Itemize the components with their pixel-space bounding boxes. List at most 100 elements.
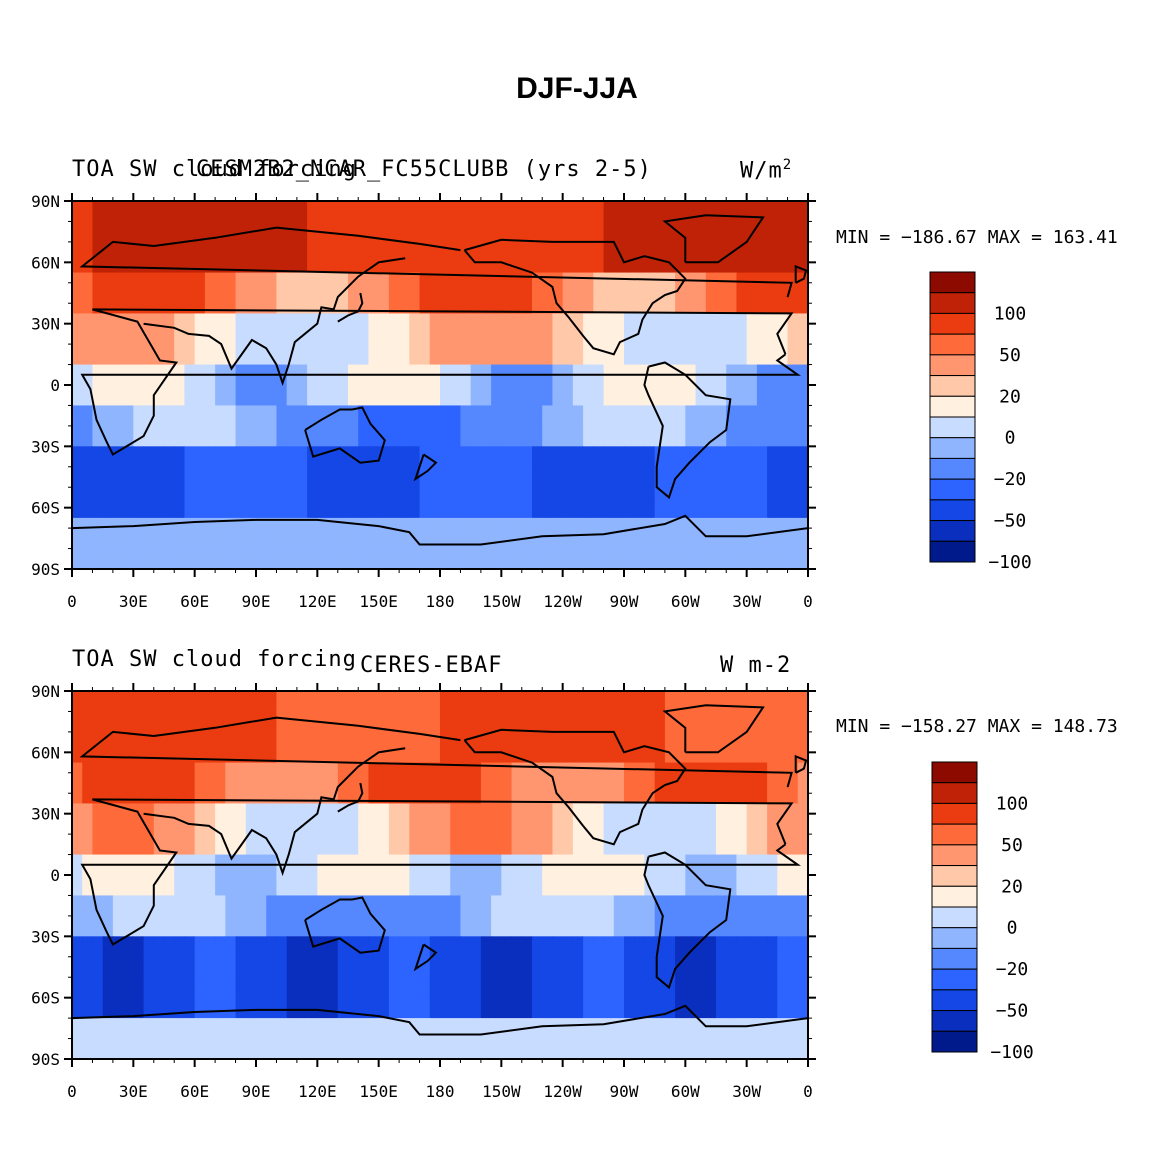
heatmap-cell: [327, 354, 339, 366]
heatmap-cell: [112, 905, 124, 917]
heatmap-cell: [245, 477, 257, 488]
heatmap-cell: [624, 231, 635, 243]
heatmap-cell: [256, 333, 267, 345]
heatmap-cell: [235, 711, 247, 723]
heatmap-cell: [235, 936, 247, 948]
heatmap-cell: [204, 997, 216, 1009]
heatmap-cell: [358, 752, 370, 764]
heatmap-cell: [511, 711, 523, 723]
heatmap-cell: [736, 303, 748, 315]
heatmap-cell: [409, 721, 421, 733]
heatmap-cell: [501, 364, 513, 376]
heatmap-cell: [511, 762, 523, 774]
heatmap-cell: [797, 885, 809, 897]
heatmap-cell: [368, 201, 380, 212]
heatmap-cell: [215, 875, 226, 886]
heatmap-cell: [532, 282, 543, 294]
heatmap-cell: [266, 936, 278, 948]
heatmap-cell: [654, 487, 666, 499]
heatmap-cell: [767, 844, 778, 856]
heatmap-cell: [82, 885, 94, 897]
heatmap-cell: [736, 282, 748, 294]
heatmap-cell: [521, 436, 533, 447]
heatmap-cell: [491, 936, 502, 948]
heatmap-cell: [184, 538, 196, 550]
heatmap-cell: [777, 477, 789, 488]
heatmap-cell: [327, 762, 339, 774]
heatmap-cell: [143, 415, 155, 427]
heatmap-cell: [409, 272, 421, 284]
heatmap-cell: [184, 711, 196, 723]
heatmap-cell: [552, 844, 564, 856]
heatmap-cell: [644, 946, 656, 958]
heatmap-cell: [440, 354, 451, 366]
heatmap-cell: [429, 875, 441, 886]
heatmap-cell: [746, 895, 758, 907]
heatmap-cell: [685, 354, 697, 366]
heatmap-cell: [685, 517, 697, 529]
heatmap-cell: [286, 497, 298, 509]
heatmap-cell: [460, 926, 472, 937]
heatmap-cell: [184, 803, 196, 815]
heatmap-cell: [644, 905, 656, 917]
heatmap-cell: [174, 395, 186, 407]
heatmap-cell: [102, 967, 114, 978]
heatmap-cell: [480, 987, 492, 999]
heatmap-cell: [153, 936, 165, 948]
heatmap-cell: [245, 221, 257, 233]
heatmap-cell: [644, 395, 656, 407]
heatmap-cell: [409, 221, 421, 233]
heatmap-cell: [440, 293, 451, 304]
heatmap-cell: [726, 466, 738, 478]
heatmap-cell: [624, 823, 635, 835]
heatmap-cell: [501, 691, 513, 702]
heatmap-cell: [756, 803, 768, 815]
heatmap-cell: [419, 405, 431, 417]
heatmap-cell: [787, 517, 799, 529]
heatmap-cell: [603, 282, 615, 294]
heatmap-cell: [440, 282, 451, 294]
heatmap-cell: [726, 303, 738, 315]
heatmap-cell: [235, 333, 247, 345]
heatmap-cell: [429, 405, 441, 417]
heatmap-cell: [276, 987, 288, 999]
heatmap-cell: [235, 313, 247, 325]
heatmap-cell: [337, 926, 349, 937]
heatmap-cell: [613, 946, 625, 958]
heatmap-cell: [440, 201, 451, 212]
heatmap-cell: [194, 895, 206, 907]
heatmap-cell: [286, 507, 298, 519]
heatmap-cell: [174, 977, 186, 989]
heatmap-cell: [787, 987, 799, 999]
heatmap-cell: [450, 956, 462, 968]
heatmap-cell: [378, 783, 390, 794]
heatmap-cell: [787, 303, 799, 315]
heatmap-cell: [695, 762, 707, 774]
heatmap-cell: [399, 956, 410, 968]
heatmap-cell: [644, 354, 656, 366]
heatmap-cell: [245, 323, 257, 335]
heatmap-cell: [746, 487, 758, 499]
heatmap-cell: [92, 446, 104, 458]
heatmap-cell: [348, 415, 359, 427]
heatmap-cell: [133, 354, 145, 366]
heatmap-cell: [296, 201, 308, 212]
heatmap-cell: [102, 711, 114, 723]
heatmap-cell: [521, 895, 533, 907]
heatmap-cell: [440, 313, 451, 325]
heatmap-cell: [450, 813, 462, 825]
heatmap-cell: [276, 538, 288, 550]
heatmap-cell: [521, 272, 533, 284]
heatmap-cell: [419, 875, 431, 886]
heatmap-cell: [705, 762, 717, 774]
heatmap-cell: [654, 211, 666, 223]
heatmap-cell: [501, 864, 513, 876]
heatmap-cell: [624, 977, 635, 989]
heatmap-cell: [399, 721, 410, 733]
heatmap-cell: [327, 487, 339, 499]
heatmap-cell: [777, 742, 789, 753]
heatmap-cell: [317, 415, 329, 427]
heatmap-cell: [726, 282, 738, 294]
heatmap-cell: [409, 385, 421, 396]
heatmap-cell: [480, 956, 492, 968]
